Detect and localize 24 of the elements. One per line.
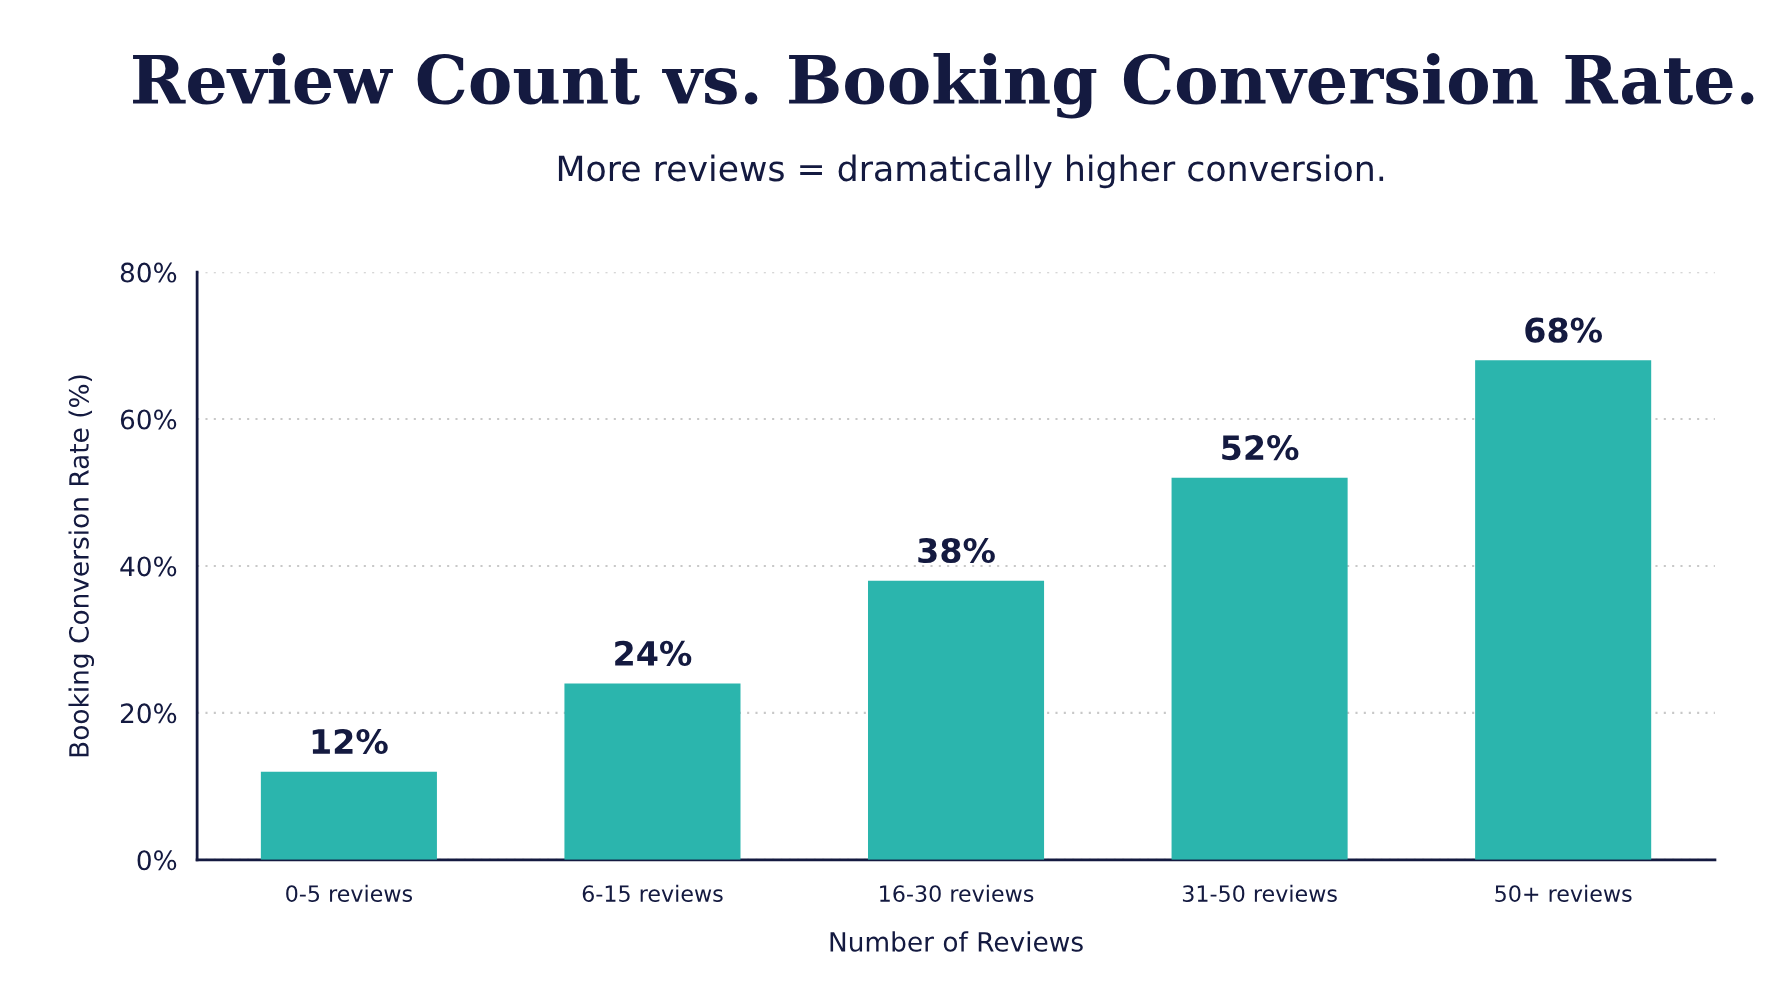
data-label: 12% bbox=[312, 728, 388, 755]
bar bbox=[868, 580, 1045, 860]
y-tick-label: 60% bbox=[120, 409, 177, 430]
chart-subtitle: More reviews = dramatically higher conversion. bbox=[558, 154, 1384, 189]
y-tick-label: 40% bbox=[120, 556, 177, 577]
data-label: 52% bbox=[1222, 435, 1299, 461]
x-tick-label: 31-50 reviews bbox=[1182, 884, 1337, 903]
bar bbox=[1171, 477, 1348, 860]
data-label: 24% bbox=[615, 640, 692, 666]
chart-title: Review Count vs. Booking Conversion Rate. bbox=[133, 52, 1754, 119]
y-axis-title: Booking Conversion Rate (%) bbox=[68, 375, 95, 757]
x-tick-label: 0-5 reviews bbox=[286, 884, 413, 903]
data-label: 68% bbox=[1525, 317, 1602, 343]
x-tick-label: 16-30 reviews bbox=[880, 884, 1034, 903]
x-tick-label: 50+ reviews bbox=[1495, 884, 1632, 903]
bar bbox=[260, 771, 437, 860]
x-axis-title: Number of Reviews bbox=[830, 931, 1083, 952]
y-tick-label: 20% bbox=[120, 703, 177, 724]
y-tick-label: 80% bbox=[120, 262, 177, 283]
y-tick-label: 0% bbox=[137, 850, 177, 871]
data-label: 38% bbox=[918, 537, 995, 564]
bar bbox=[564, 683, 741, 860]
x-tick-label: 6-15 reviews bbox=[582, 884, 723, 903]
bar bbox=[1475, 360, 1652, 860]
